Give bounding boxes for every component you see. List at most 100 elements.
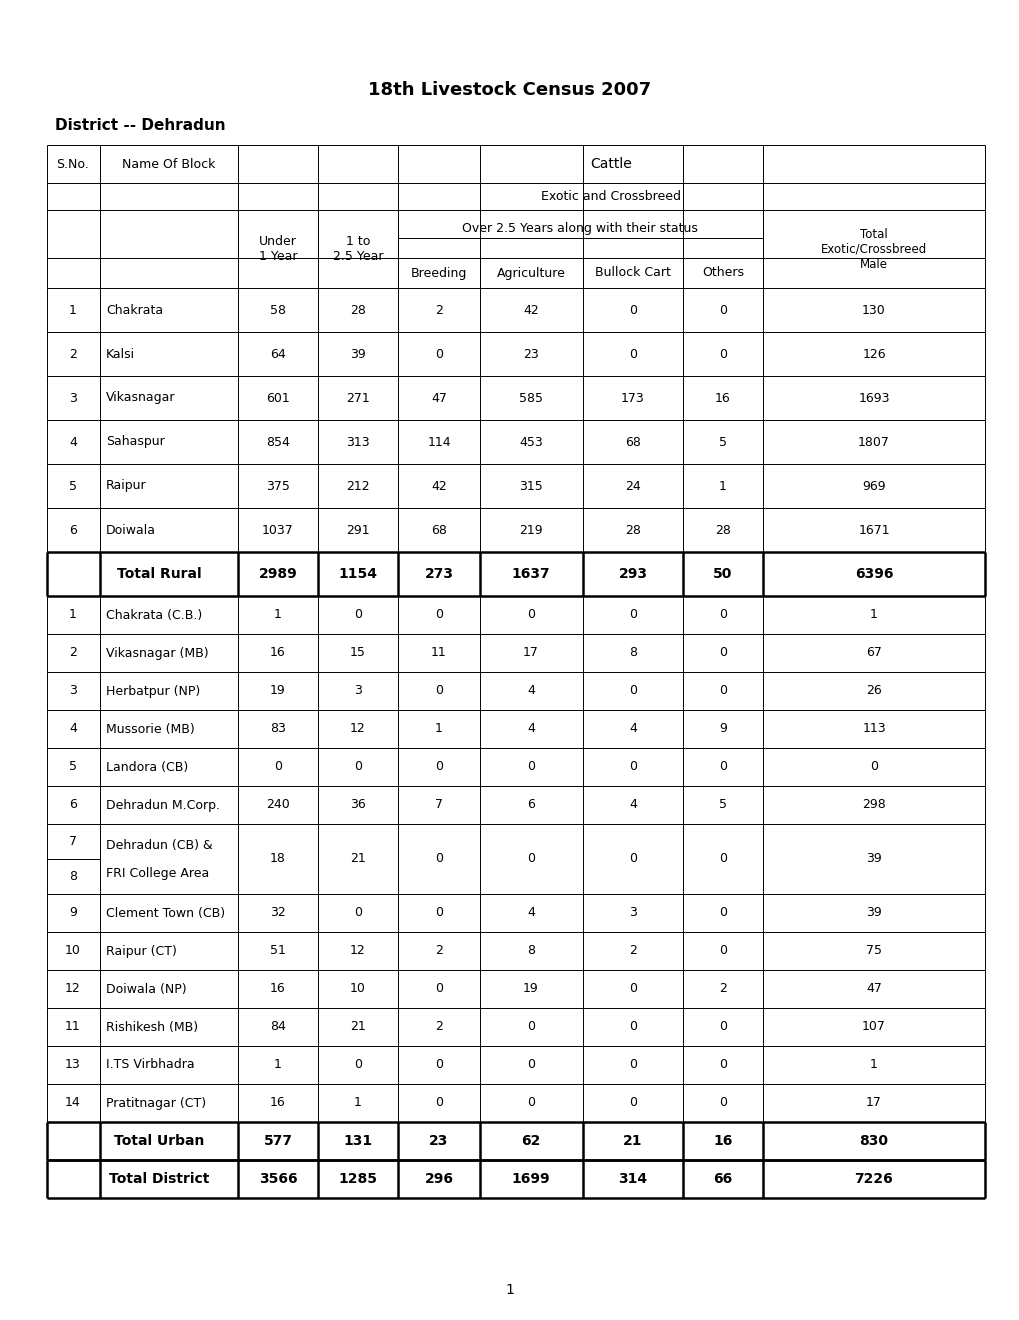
Text: 1: 1 — [274, 1059, 281, 1072]
Text: 219: 219 — [519, 524, 542, 536]
Text: 8: 8 — [69, 870, 76, 883]
Text: 36: 36 — [350, 799, 366, 812]
Text: 0: 0 — [718, 1097, 727, 1110]
Text: 296: 296 — [424, 1172, 453, 1185]
Text: 23: 23 — [523, 347, 538, 360]
Text: 0: 0 — [718, 1020, 727, 1034]
Text: 8: 8 — [629, 647, 637, 660]
Text: 453: 453 — [519, 436, 542, 449]
Text: 4: 4 — [629, 722, 636, 735]
Text: 1: 1 — [354, 1097, 362, 1110]
Text: 1: 1 — [274, 609, 281, 622]
Text: 42: 42 — [523, 304, 538, 317]
Text: 271: 271 — [345, 392, 370, 404]
Text: Breeding: Breeding — [411, 267, 467, 280]
Text: 375: 375 — [266, 479, 289, 492]
Text: Total Rural: Total Rural — [116, 568, 201, 581]
Text: 0: 0 — [434, 609, 442, 622]
Text: 1285: 1285 — [338, 1172, 377, 1185]
Text: 0: 0 — [434, 982, 442, 995]
Text: Sahaspur: Sahaspur — [106, 436, 165, 449]
Text: Total
Exotic/Crossbreed
Male: Total Exotic/Crossbreed Male — [820, 227, 926, 271]
Text: 1807: 1807 — [857, 436, 889, 449]
Text: 7226: 7226 — [854, 1172, 893, 1185]
Text: 6: 6 — [69, 524, 76, 536]
Text: 0: 0 — [718, 1059, 727, 1072]
Text: District -- Dehradun: District -- Dehradun — [55, 117, 225, 132]
Text: 24: 24 — [625, 479, 640, 492]
Text: 1699: 1699 — [512, 1172, 550, 1185]
Text: Pratitnagar (CT): Pratitnagar (CT) — [106, 1097, 206, 1110]
Text: 7: 7 — [434, 799, 442, 812]
Text: 0: 0 — [718, 647, 727, 660]
Text: 212: 212 — [345, 479, 370, 492]
Text: 83: 83 — [270, 722, 285, 735]
Text: 3: 3 — [354, 685, 362, 697]
Text: 7: 7 — [69, 836, 76, 847]
Text: 1: 1 — [869, 609, 877, 622]
Text: 11: 11 — [431, 647, 446, 660]
Text: 291: 291 — [345, 524, 370, 536]
Text: 114: 114 — [427, 436, 450, 449]
Text: 5: 5 — [718, 799, 727, 812]
Text: 113: 113 — [861, 722, 884, 735]
Text: Under
1 Year: Under 1 Year — [259, 235, 297, 263]
Text: 16: 16 — [712, 1134, 732, 1148]
Text: 2: 2 — [718, 982, 727, 995]
Text: 6396: 6396 — [854, 568, 893, 581]
Text: 3: 3 — [69, 685, 76, 697]
Text: Exotic and Crossbreed: Exotic and Crossbreed — [540, 190, 681, 203]
Text: 1671: 1671 — [857, 524, 889, 536]
Text: 68: 68 — [625, 436, 640, 449]
Text: 1037: 1037 — [262, 524, 293, 536]
Text: 39: 39 — [865, 907, 881, 920]
Text: 28: 28 — [350, 304, 366, 317]
Text: 64: 64 — [270, 347, 285, 360]
Text: 51: 51 — [270, 945, 285, 957]
Text: Chakrata (C.B.): Chakrata (C.B.) — [106, 609, 202, 622]
Text: 17: 17 — [523, 647, 538, 660]
Text: 0: 0 — [527, 760, 535, 774]
Text: 2: 2 — [435, 1020, 442, 1034]
Text: 0: 0 — [434, 760, 442, 774]
Text: 0: 0 — [354, 609, 362, 622]
Text: 9: 9 — [69, 907, 76, 920]
Text: 2: 2 — [435, 945, 442, 957]
Text: 273: 273 — [424, 568, 453, 581]
Text: Bullock Cart: Bullock Cart — [594, 267, 671, 280]
Text: 1: 1 — [505, 1283, 514, 1298]
Text: 854: 854 — [266, 436, 289, 449]
Text: 1 to
2.5 Year: 1 to 2.5 Year — [332, 235, 383, 263]
Text: Dehradun (CB) &: Dehradun (CB) & — [106, 838, 213, 851]
Text: 28: 28 — [714, 524, 731, 536]
Text: 0: 0 — [869, 760, 877, 774]
Text: 0: 0 — [434, 853, 442, 866]
Text: 47: 47 — [431, 392, 446, 404]
Text: 0: 0 — [434, 347, 442, 360]
Text: 17: 17 — [865, 1097, 881, 1110]
Text: 2989: 2989 — [259, 568, 298, 581]
Text: 0: 0 — [629, 685, 637, 697]
Text: 8: 8 — [527, 945, 535, 957]
Text: 293: 293 — [618, 568, 647, 581]
Text: 67: 67 — [865, 647, 881, 660]
Text: 4: 4 — [629, 799, 636, 812]
Text: 0: 0 — [629, 853, 637, 866]
Text: 12: 12 — [350, 945, 366, 957]
Text: 0: 0 — [354, 760, 362, 774]
Text: I.TS Virbhadra: I.TS Virbhadra — [106, 1059, 195, 1072]
Text: 315: 315 — [519, 479, 542, 492]
Text: 2: 2 — [435, 304, 442, 317]
Text: 1: 1 — [69, 609, 76, 622]
Text: Vikasnagar: Vikasnagar — [106, 392, 175, 404]
Text: 314: 314 — [618, 1172, 647, 1185]
Text: 21: 21 — [350, 853, 366, 866]
Text: 1693: 1693 — [857, 392, 889, 404]
Text: 1: 1 — [69, 304, 76, 317]
Text: 1: 1 — [435, 722, 442, 735]
Text: 0: 0 — [527, 853, 535, 866]
Text: 1154: 1154 — [338, 568, 377, 581]
Text: Rishikesh (MB): Rishikesh (MB) — [106, 1020, 198, 1034]
Text: 19: 19 — [270, 685, 285, 697]
Text: 0: 0 — [629, 347, 637, 360]
